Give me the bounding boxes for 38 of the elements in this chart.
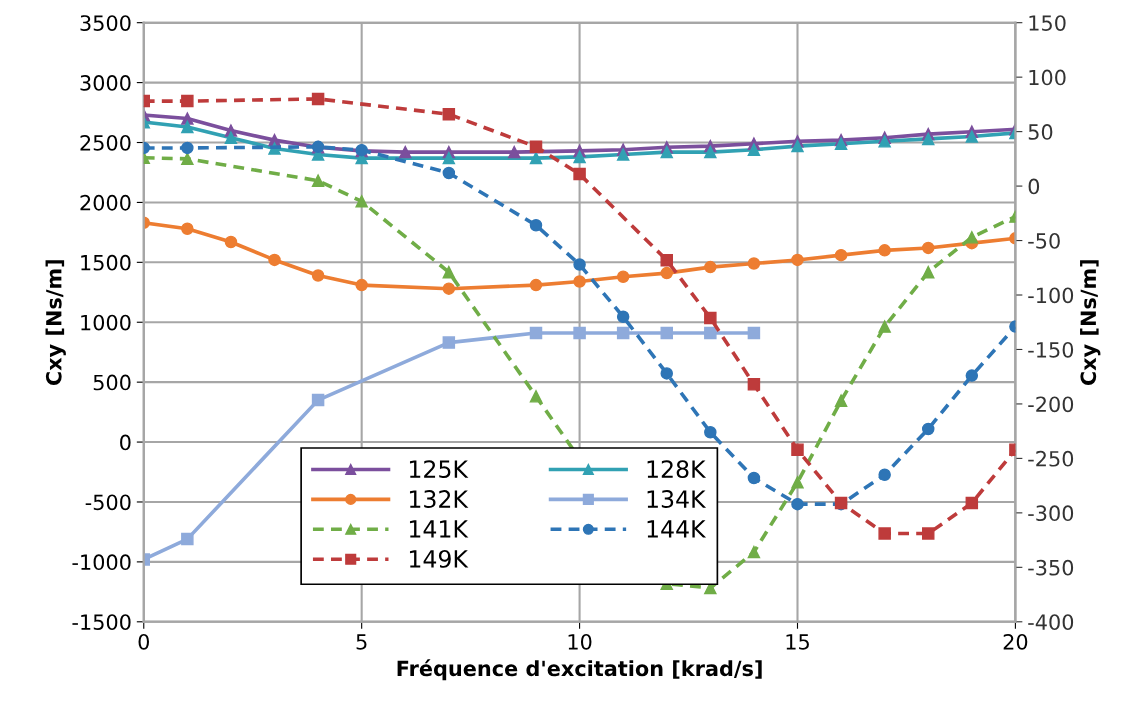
- y-tick-label: 3000: [80, 75, 131, 91]
- y-tick-label: 1000: [81, 314, 131, 331]
- y-tick-label: -1500: [72, 614, 131, 630]
- y2-tick-label: -150: [1028, 341, 1074, 358]
- y2-tick-label: -100: [1028, 287, 1074, 304]
- y2-tick-label: -50: [1028, 233, 1060, 249]
- y2-axis-title: Cxy [Ns/m]: [1080, 260, 1101, 386]
- legend-label: 149K: [409, 549, 469, 568]
- x-tick-label: 5: [356, 634, 367, 650]
- y2-tick-label: -250: [1028, 450, 1074, 467]
- legend-label: 134K: [647, 490, 707, 508]
- y-tick-label: 500: [93, 374, 131, 391]
- y2-tick-label: -300: [1028, 505, 1074, 522]
- legend-label: 125K: [409, 460, 469, 479]
- y2-tick-label: -350: [1028, 559, 1074, 576]
- y-tick-label: -1000: [72, 554, 131, 571]
- legend-label: 141K: [409, 520, 469, 538]
- y2-tick-label: 0: [1028, 178, 1040, 195]
- y2-tick-label: -400: [1028, 614, 1074, 630]
- legend-label: 128K: [647, 460, 707, 479]
- y-tick-label: 1500: [81, 254, 131, 271]
- y2-tick-label: 150: [1029, 15, 1066, 31]
- y2-tick-label: -200: [1028, 396, 1074, 413]
- y-tick-label: 2000: [80, 194, 131, 211]
- x-tick-label: 0: [138, 633, 150, 650]
- x-tick-label: 20: [1003, 633, 1028, 650]
- y-axis-title: Cxy [Ns/m]: [45, 260, 66, 386]
- legend-label: 144K: [647, 520, 707, 538]
- y-tick-label: -500: [85, 494, 131, 511]
- y-tick-label: 0: [120, 434, 131, 451]
- x-tick-label: 15: [786, 634, 809, 650]
- x-tick-label: 10: [568, 633, 592, 650]
- y2-tick-label: 50: [1028, 124, 1053, 140]
- x-axis-title: Fréquence d'excitation [krad/s]: [397, 659, 762, 681]
- y-tick-label: 2500: [80, 134, 131, 151]
- y-tick-label: 3500: [80, 15, 131, 31]
- legend-label: 132K: [409, 490, 469, 508]
- y2-tick-label: 100: [1029, 69, 1066, 86]
